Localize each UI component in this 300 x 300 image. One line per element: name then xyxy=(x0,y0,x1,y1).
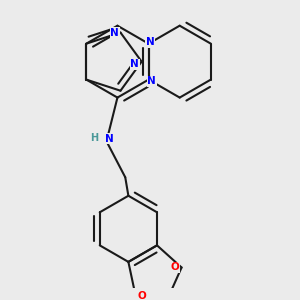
Text: N: N xyxy=(130,59,139,69)
Text: N: N xyxy=(147,76,156,86)
Text: H: H xyxy=(91,133,99,143)
Text: O: O xyxy=(138,291,146,300)
Text: O: O xyxy=(170,262,179,272)
Text: N: N xyxy=(110,28,119,38)
Text: N: N xyxy=(105,134,113,144)
Text: N: N xyxy=(146,37,154,47)
